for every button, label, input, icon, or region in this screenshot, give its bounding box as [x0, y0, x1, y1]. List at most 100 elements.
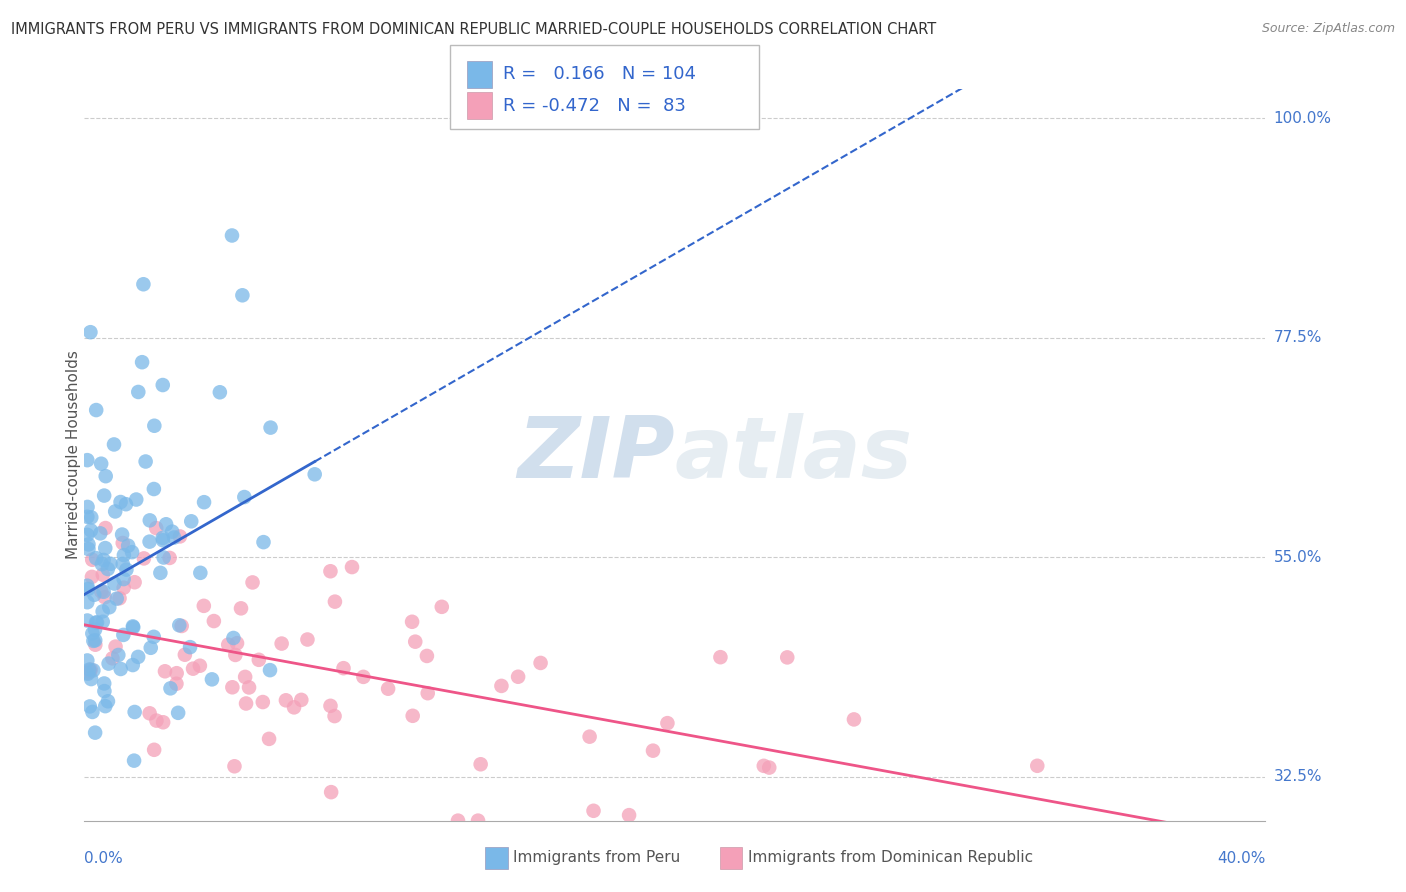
- Immigrants from Peru: [201, 673, 224, 687]
- Immigrants from Peru: [97, 562, 120, 576]
- Immigrants from Peru: [86, 615, 108, 630]
- Immigrants from Dominican Republic: [323, 709, 346, 723]
- Immigrants from Dominican Republic: [842, 713, 865, 727]
- Immigrants from Peru: [208, 385, 231, 400]
- Immigrants from Peru: [139, 640, 162, 655]
- Immigrants from Peru: [82, 626, 104, 640]
- Immigrants from Dominican Republic: [529, 656, 551, 670]
- Immigrants from Peru: [121, 658, 143, 673]
- Immigrants from Dominican Republic: [470, 757, 492, 772]
- Immigrants from Peru: [107, 648, 129, 662]
- Immigrants from Dominican Republic: [166, 666, 188, 681]
- Immigrants from Peru: [90, 457, 112, 471]
- Immigrants from Peru: [76, 579, 98, 593]
- Immigrants from Dominican Republic: [617, 808, 640, 822]
- Immigrants from Peru: [79, 663, 101, 677]
- Text: Source: ZipAtlas.com: Source: ZipAtlas.com: [1261, 22, 1395, 36]
- Text: 55.0%: 55.0%: [1274, 549, 1322, 565]
- Immigrants from Dominican Republic: [138, 706, 160, 721]
- Immigrants from Peru: [76, 595, 98, 609]
- Immigrants from Peru: [93, 489, 115, 503]
- Immigrants from Peru: [77, 582, 100, 596]
- Immigrants from Dominican Republic: [319, 564, 342, 578]
- Immigrants from Peru: [98, 600, 121, 615]
- Immigrants from Peru: [103, 437, 125, 451]
- Immigrants from Dominican Republic: [202, 614, 225, 628]
- Immigrants from Dominican Republic: [80, 570, 103, 584]
- Immigrants from Peru: [252, 535, 274, 549]
- Immigrants from Peru: [142, 482, 165, 496]
- Immigrants from Dominican Republic: [776, 650, 799, 665]
- Immigrants from Peru: [169, 618, 191, 632]
- Immigrants from Dominican Republic: [153, 665, 176, 679]
- Immigrants from Dominican Republic: [193, 599, 215, 613]
- Immigrants from Peru: [93, 584, 115, 599]
- Immigrants from Dominican Republic: [112, 581, 135, 595]
- Immigrants from Peru: [155, 517, 177, 532]
- Immigrants from Peru: [100, 557, 122, 571]
- Immigrants from Dominican Republic: [101, 651, 124, 665]
- Immigrants from Dominican Republic: [145, 714, 167, 728]
- Immigrants from Dominican Republic: [319, 698, 342, 713]
- Immigrants from Peru: [180, 514, 202, 528]
- Immigrants from Dominican Republic: [82, 553, 104, 567]
- Immigrants from Dominican Republic: [94, 591, 117, 605]
- Immigrants from Peru: [80, 672, 103, 686]
- Immigrants from Peru: [152, 531, 174, 545]
- Immigrants from Dominican Republic: [283, 700, 305, 714]
- Immigrants from Peru: [76, 666, 98, 681]
- Immigrants from Peru: [163, 531, 186, 545]
- Immigrants from Dominican Republic: [221, 680, 243, 694]
- Immigrants from Dominican Republic: [108, 591, 131, 606]
- Immigrants from Dominican Republic: [506, 670, 529, 684]
- Immigrants from Peru: [104, 504, 127, 518]
- Immigrants from Peru: [152, 378, 174, 392]
- Immigrants from Peru: [127, 384, 149, 399]
- Immigrants from Peru: [111, 557, 134, 571]
- Immigrants from Peru: [139, 513, 162, 527]
- Y-axis label: Married-couple Households: Married-couple Households: [66, 351, 80, 559]
- Immigrants from Dominican Republic: [143, 743, 166, 757]
- Immigrants from Peru: [149, 566, 172, 580]
- Immigrants from Dominican Republic: [188, 658, 211, 673]
- Immigrants from Peru: [125, 492, 148, 507]
- Immigrants from Peru: [94, 699, 117, 714]
- Immigrants from Peru: [76, 509, 98, 524]
- Immigrants from Dominican Republic: [242, 575, 264, 590]
- Immigrants from Dominican Republic: [104, 640, 127, 654]
- Immigrants from Dominican Republic: [578, 730, 600, 744]
- Text: 32.5%: 32.5%: [1274, 769, 1322, 784]
- Immigrants from Dominican Republic: [159, 550, 181, 565]
- Immigrants from Dominican Republic: [165, 677, 187, 691]
- Immigrants from Peru: [231, 288, 253, 302]
- Immigrants from Peru: [77, 537, 100, 551]
- Immigrants from Dominican Republic: [252, 695, 274, 709]
- Immigrants from Peru: [193, 495, 215, 509]
- Immigrants from Dominican Republic: [467, 814, 489, 828]
- Immigrants from Dominican Republic: [447, 814, 470, 828]
- Immigrants from Peru: [84, 551, 107, 566]
- Immigrants from Dominican Republic: [321, 785, 343, 799]
- Immigrants from Peru: [135, 454, 157, 468]
- Immigrants from Dominican Republic: [84, 638, 107, 652]
- Immigrants from Peru: [115, 497, 138, 511]
- Immigrants from Dominican Republic: [416, 648, 439, 663]
- Immigrants from Peru: [79, 699, 101, 714]
- Immigrants from Dominican Republic: [181, 662, 204, 676]
- Immigrants from Peru: [112, 572, 135, 586]
- Immigrants from Peru: [143, 418, 166, 433]
- Immigrants from Dominican Republic: [340, 560, 363, 574]
- Immigrants from Peru: [122, 620, 145, 634]
- Immigrants from Peru: [304, 467, 326, 482]
- Immigrants from Peru: [89, 526, 111, 541]
- Immigrants from Peru: [84, 623, 107, 637]
- Immigrants from Peru: [82, 664, 104, 678]
- Immigrants from Dominican Republic: [152, 715, 174, 730]
- Text: ZIP: ZIP: [517, 413, 675, 497]
- Immigrants from Peru: [111, 527, 134, 541]
- Immigrants from Peru: [259, 663, 281, 677]
- Immigrants from Peru: [112, 548, 135, 562]
- Immigrants from Peru: [93, 684, 115, 698]
- Immigrants from Dominican Republic: [416, 686, 439, 700]
- Immigrants from Peru: [127, 649, 149, 664]
